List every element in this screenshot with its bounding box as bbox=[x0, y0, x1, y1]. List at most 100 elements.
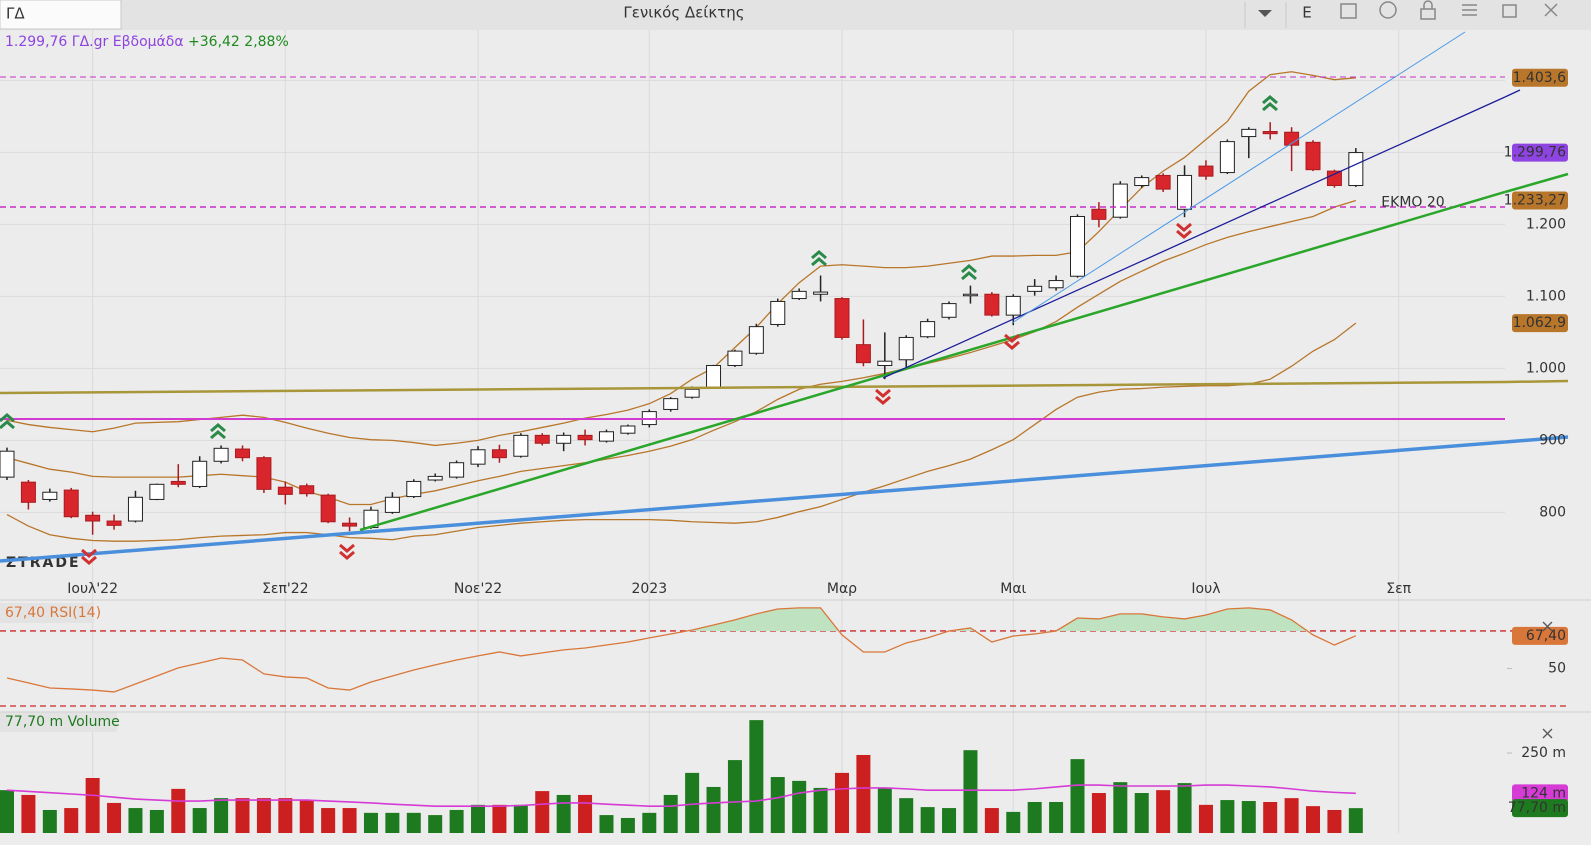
candle-body bbox=[0, 450, 15, 478]
candle-body bbox=[684, 388, 700, 398]
y-tick-label: 1.200 bbox=[1526, 216, 1566, 232]
candle-body bbox=[1005, 295, 1021, 316]
lock-icon[interactable] bbox=[1420, 8, 1436, 20]
change-pct: 2,88% bbox=[244, 34, 288, 50]
candle-body bbox=[127, 496, 143, 522]
candle-body bbox=[1048, 280, 1064, 289]
x-tick-label: Μαρ bbox=[827, 581, 857, 597]
last-price: 1.299,76 bbox=[5, 34, 67, 50]
volume-ma-label-box bbox=[1512, 784, 1568, 803]
buy-signal bbox=[811, 250, 827, 267]
rsi-last: 67,40 bbox=[5, 605, 45, 621]
candle-body bbox=[213, 447, 229, 462]
volume-bar bbox=[856, 754, 871, 833]
window-title: Γενικός Δείκτης bbox=[623, 4, 744, 22]
lower-band-label-box bbox=[1512, 314, 1568, 333]
candle-body bbox=[470, 449, 486, 465]
candle-body bbox=[1241, 128, 1257, 138]
trend-line bbox=[882, 96, 1505, 379]
volume-bar bbox=[171, 788, 186, 833]
volume-bar bbox=[1327, 809, 1342, 833]
candle-body bbox=[406, 480, 422, 498]
rsi-header-bg bbox=[0, 603, 94, 623]
candle-body bbox=[534, 434, 550, 444]
toolbar-letter[interactable]: E bbox=[1302, 4, 1311, 22]
trend-line bbox=[1504, 435, 1569, 444]
candle-body bbox=[320, 494, 336, 523]
trend-line bbox=[0, 380, 1505, 395]
volume-bar bbox=[984, 808, 999, 833]
upper-band-label-box bbox=[1512, 68, 1568, 87]
candle-body bbox=[598, 431, 614, 442]
close-pane[interactable] bbox=[1542, 621, 1553, 632]
symbol-input[interactable] bbox=[0, 0, 122, 30]
close-pane[interactable] bbox=[1542, 728, 1553, 739]
volume-bar bbox=[1156, 790, 1171, 833]
candle-body bbox=[106, 520, 122, 526]
volume-bar bbox=[21, 794, 36, 833]
restore-icon[interactable] bbox=[1502, 4, 1517, 18]
volume-bar bbox=[149, 809, 164, 833]
candle-body bbox=[1219, 141, 1235, 174]
candle-body bbox=[1326, 170, 1342, 187]
volume-bar bbox=[1113, 782, 1128, 833]
volume-bar bbox=[1220, 800, 1235, 833]
candle-body bbox=[1305, 141, 1321, 171]
volume-bar bbox=[107, 802, 122, 833]
menu-icon[interactable] bbox=[1462, 4, 1477, 16]
volume-bar bbox=[428, 815, 443, 833]
volume-bar bbox=[1070, 759, 1085, 833]
band-name: EKMO 20 bbox=[1381, 194, 1444, 210]
candle-body bbox=[941, 303, 957, 318]
candle-body bbox=[427, 475, 443, 481]
candle-body bbox=[342, 522, 358, 527]
volume-bar bbox=[256, 798, 271, 833]
dropdown[interactable] bbox=[1258, 10, 1272, 17]
candle-body bbox=[663, 398, 679, 410]
buy-signal bbox=[0, 413, 15, 430]
volume-last: 77,70 m bbox=[5, 714, 63, 730]
volume-bar bbox=[342, 808, 357, 833]
y-tick-label: 800 bbox=[1539, 504, 1566, 520]
volume-bar bbox=[492, 804, 507, 833]
volume-ma-line bbox=[6, 784, 1356, 807]
volume-bar bbox=[235, 798, 250, 833]
band-lower bbox=[6, 322, 1357, 542]
title-bar bbox=[0, 0, 1591, 30]
comment-icon[interactable] bbox=[1379, 1, 1397, 19]
x-tick-label: Σεπ'22 bbox=[262, 581, 309, 597]
close-icon[interactable] bbox=[1544, 3, 1558, 17]
candle-body bbox=[42, 491, 58, 500]
candle-body bbox=[1027, 285, 1043, 292]
volume-bar bbox=[42, 809, 57, 833]
volume-bar bbox=[1263, 801, 1278, 833]
volume-bar bbox=[663, 794, 678, 833]
trend-line bbox=[1504, 89, 1521, 98]
volume-bar bbox=[556, 794, 571, 833]
candle-body bbox=[791, 290, 807, 300]
candle-body bbox=[855, 344, 871, 364]
volume-bar bbox=[1006, 811, 1021, 833]
volume-bar bbox=[278, 798, 293, 833]
candle-body bbox=[1112, 183, 1128, 218]
x-tick-label: Ιουλ bbox=[1191, 581, 1220, 597]
volume-bar bbox=[578, 794, 593, 833]
volume-bar bbox=[920, 807, 935, 833]
volume-bar bbox=[942, 808, 957, 833]
x-tick-label: Ιουλ'22 bbox=[67, 581, 118, 597]
candle-body bbox=[1155, 174, 1171, 190]
candle-body bbox=[813, 291, 829, 295]
panel-icon[interactable] bbox=[1340, 3, 1357, 19]
symbol: ΓΔ bbox=[6, 5, 25, 23]
buy-signal bbox=[961, 264, 977, 281]
trend-line bbox=[359, 190, 1505, 532]
volume-bar bbox=[642, 812, 657, 833]
period: Εβδομάδα bbox=[113, 34, 184, 50]
candle-body bbox=[920, 321, 936, 338]
candle-body bbox=[898, 336, 914, 361]
lower-band-label: 1.062,9 bbox=[1513, 315, 1566, 331]
candle-body bbox=[962, 293, 978, 297]
